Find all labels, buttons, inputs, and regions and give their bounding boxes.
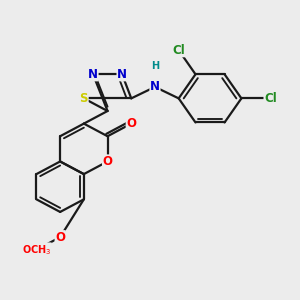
Text: N: N [117,68,127,81]
Text: Cl: Cl [172,44,185,57]
Text: O: O [103,155,112,168]
Text: O: O [55,231,65,244]
Text: Cl: Cl [264,92,277,105]
Text: N: N [150,80,160,93]
Text: O: O [126,117,136,130]
Text: S: S [80,92,88,105]
Text: H: H [151,61,159,71]
Text: N: N [88,68,98,81]
Text: OCH$_3$: OCH$_3$ [22,243,51,257]
